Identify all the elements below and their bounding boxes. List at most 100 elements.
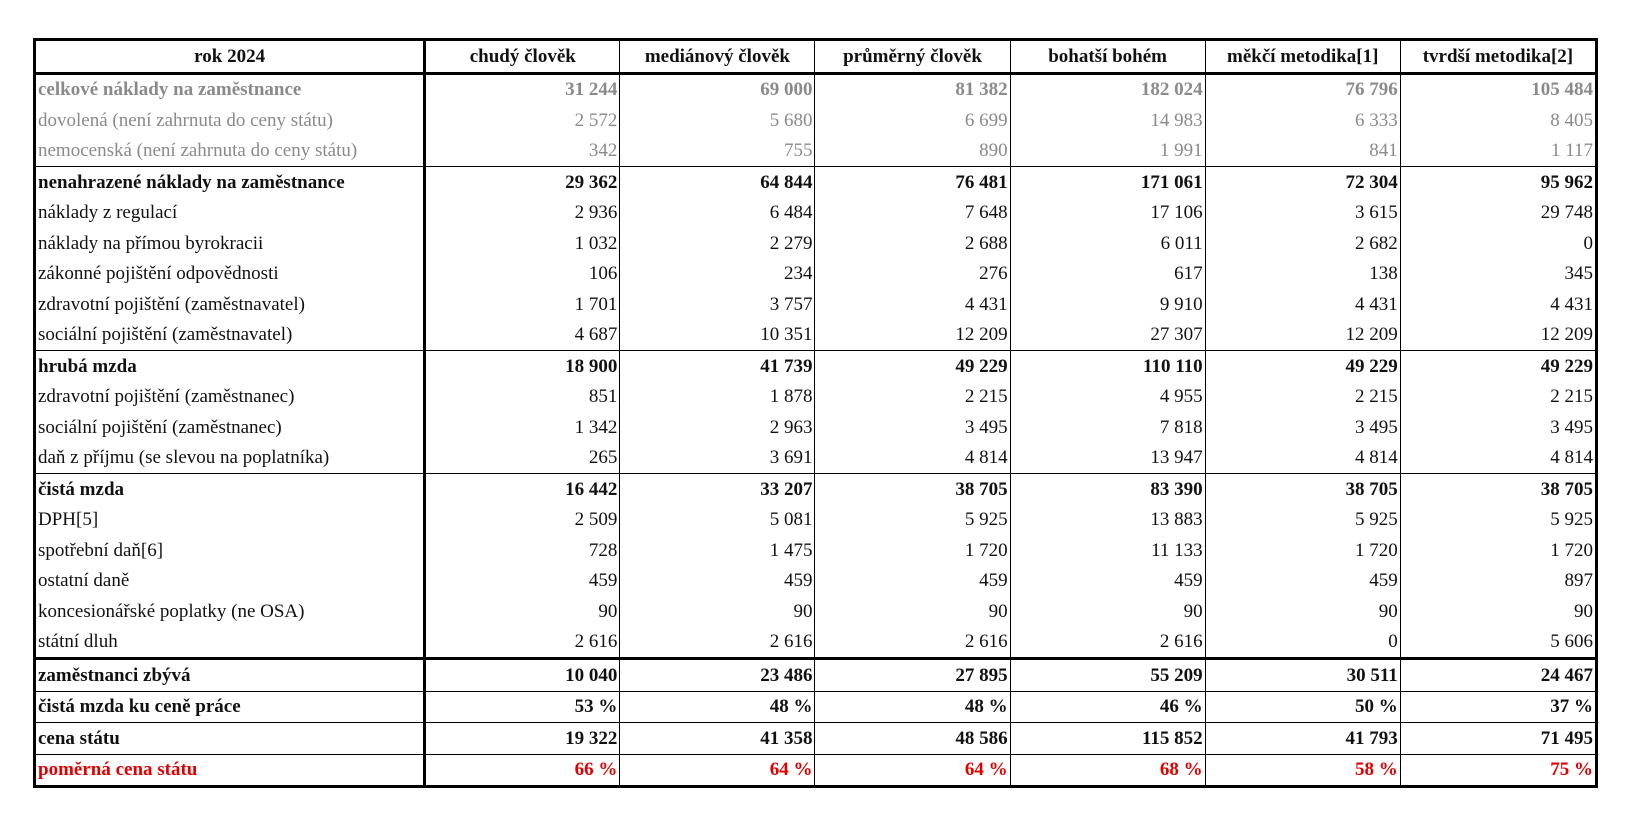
table-cell: 58 % xyxy=(1205,753,1401,788)
table-cell: 1 878 xyxy=(619,381,816,412)
table-cell: 66 % xyxy=(424,753,621,788)
row-label: čistá mzda ku ceně práce xyxy=(32,690,427,723)
table-cell: 18 900 xyxy=(424,350,621,382)
table-cell: 7 818 xyxy=(1010,412,1206,443)
table-cell: 1 720 xyxy=(814,535,1011,566)
table-cell: 851 xyxy=(424,381,621,412)
table-cell: 4 814 xyxy=(1205,442,1401,474)
table-row: čistá mzda 16 442 33 207 38 705 83 390 38 705… xyxy=(32,473,1599,505)
table-cell: 105 484 xyxy=(1400,73,1599,105)
row-label: nemocenská (není zahrnuta do ceny státu) xyxy=(32,135,427,167)
table-cell: 81 382 xyxy=(814,73,1011,105)
table-cell: 0 xyxy=(1205,626,1401,659)
table-cell: 5 925 xyxy=(1400,504,1599,535)
table-row: sociální pojištění (zaměstnanec) 1 342 2 9… xyxy=(32,412,1599,443)
table-row: daň z příjmu (se slevou na poplatníka) 26… xyxy=(32,442,1599,474)
table-cell: 1 117 xyxy=(1400,135,1599,167)
table-cell: 3 495 xyxy=(1400,412,1599,443)
table-cell: 50 % xyxy=(1205,690,1401,723)
row-label: hrubá mzda xyxy=(32,350,427,382)
column-header: průměrný člověk xyxy=(814,38,1011,75)
row-label: náklady na přímou byrokracii xyxy=(32,228,427,259)
table-cell: 16 442 xyxy=(424,473,621,505)
table-cell: 4 955 xyxy=(1010,381,1206,412)
table-cell: 53 % xyxy=(424,690,621,723)
table-row: nenahrazené náklady na zaměstnance 29 362… xyxy=(32,166,1599,198)
table-body: celkové náklady na zaměstnance 31 244 69 0… xyxy=(32,73,1599,788)
table-cell: 897 xyxy=(1400,565,1599,596)
table-cell: 46 % xyxy=(1010,690,1206,723)
row-label: daň z příjmu (se slevou na poplatníka) xyxy=(32,442,427,474)
table-cell: 72 304 xyxy=(1205,166,1401,198)
table-cell: 4 814 xyxy=(1400,442,1599,474)
table-row: zákonné pojištění odpovědnosti 106 234 276 6… xyxy=(32,258,1599,289)
row-label: ostatní daně xyxy=(32,565,427,596)
table-cell: 49 229 xyxy=(814,350,1011,382)
table-cell: 8 405 xyxy=(1400,105,1599,136)
table-cell: 13 883 xyxy=(1010,504,1206,535)
table-cell: 69 000 xyxy=(619,73,816,105)
table-cell: 6 011 xyxy=(1010,228,1206,259)
table-cell: 11 133 xyxy=(1010,535,1206,566)
table-cell: 1 342 xyxy=(424,412,621,443)
table-cell: 2 509 xyxy=(424,504,621,535)
table-cell: 459 xyxy=(619,565,816,596)
table-cell: 459 xyxy=(1205,565,1401,596)
table-cell: 6 484 xyxy=(619,197,816,228)
table-cell: 2 279 xyxy=(619,228,816,259)
table-cell: 345 xyxy=(1400,258,1599,289)
table-cell: 95 962 xyxy=(1400,166,1599,198)
table-cell: 90 xyxy=(424,596,621,627)
column-header: chudý člověk xyxy=(424,38,621,75)
table-cell: 2 215 xyxy=(1400,381,1599,412)
table-row: ostatní daně 459 459 459 459 459 897 xyxy=(32,565,1599,596)
table-cell: 138 xyxy=(1205,258,1401,289)
row-label: poměrná cena státu xyxy=(32,753,427,788)
row-label: nenahrazené náklady na zaměstnance xyxy=(32,166,427,198)
table-cell: 6 699 xyxy=(814,105,1011,136)
table-cell: 755 xyxy=(619,135,816,167)
table-cell: 1 720 xyxy=(1205,535,1401,566)
row-label: státní dluh xyxy=(32,626,427,659)
table-row: náklady z regulací 2 936 6 484 7 648 17 106 3… xyxy=(32,197,1599,228)
table-cell: 2 616 xyxy=(619,626,816,659)
table-cell: 4 814 xyxy=(814,442,1011,474)
row-label: dovolená (není zahrnuta do ceny státu) xyxy=(32,105,427,136)
table-cell: 49 229 xyxy=(1205,350,1401,382)
table-cell: 68 % xyxy=(1010,753,1206,788)
column-header: rok 2024 xyxy=(32,38,427,75)
table-cell: 75 % xyxy=(1400,753,1599,788)
table-cell: 3 615 xyxy=(1205,197,1401,228)
table-cell: 4 431 xyxy=(1205,289,1401,320)
table-cell: 459 xyxy=(814,565,1011,596)
column-header: bohatší bohém xyxy=(1010,38,1206,75)
table-row: zdravotní pojištění (zaměstnavatel) 1 701… xyxy=(32,289,1599,320)
table-cell: 2 616 xyxy=(424,626,621,659)
table-cell: 12 209 xyxy=(814,319,1011,351)
table-cell: 1 991 xyxy=(1010,135,1206,167)
table-cell: 1 701 xyxy=(424,289,621,320)
table-row: poměrná cena státu 66 % 64 % 64 % 68 % 58 % 75… xyxy=(32,753,1599,788)
column-header: měkčí metodika[1] xyxy=(1205,38,1401,75)
table-cell: 4 431 xyxy=(1400,289,1599,320)
table-cell: 7 648 xyxy=(814,197,1011,228)
table-cell: 2 616 xyxy=(1010,626,1206,659)
table-cell: 38 705 xyxy=(1205,473,1401,505)
table-cell: 48 % xyxy=(814,690,1011,723)
row-label: celkové náklady na zaměstnance xyxy=(32,73,427,105)
row-label: zdravotní pojištění (zaměstnavatel) xyxy=(32,289,427,320)
table-cell: 76 481 xyxy=(814,166,1011,198)
table-cell: 890 xyxy=(814,135,1011,167)
table-cell: 24 467 xyxy=(1400,657,1599,691)
table-cell: 71 495 xyxy=(1400,722,1599,754)
table-cell: 64 % xyxy=(619,753,816,788)
table-cell: 12 209 xyxy=(1205,319,1401,351)
cost-table: rok 2024 chudý člověk mediánový člověk p… xyxy=(32,38,1599,788)
table-cell: 17 106 xyxy=(1010,197,1206,228)
table-cell: 31 244 xyxy=(424,73,621,105)
row-label: spotřební daň[6] xyxy=(32,535,427,566)
table-cell: 48 586 xyxy=(814,722,1011,754)
table-cell: 90 xyxy=(814,596,1011,627)
table-cell: 234 xyxy=(619,258,816,289)
column-header: tvrdší metodika[2] xyxy=(1400,38,1599,75)
